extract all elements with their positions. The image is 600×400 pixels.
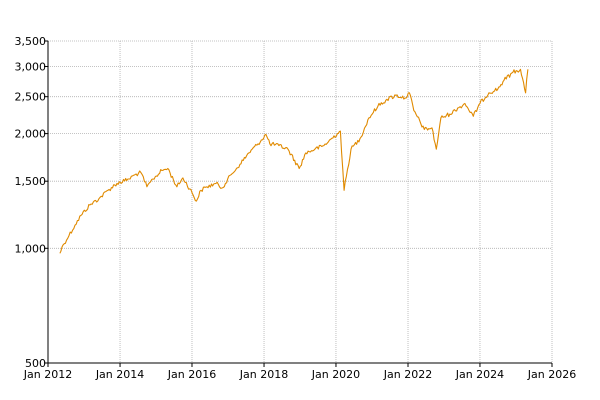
y-tick-label: 3,500 (15, 35, 47, 48)
x-tick-label: Jan 2026 (527, 368, 576, 381)
x-tick-label: Jan 2016 (167, 368, 216, 381)
x-tick-label: Jan 2018 (239, 368, 288, 381)
y-tick-label: 1,000 (15, 242, 47, 255)
x-tick-label: Jan 2024 (455, 368, 504, 381)
y-tick-label: 1,500 (15, 175, 47, 188)
series-line (59, 68, 529, 254)
series-layer (59, 68, 529, 254)
y-tick-label: 2,500 (15, 91, 47, 104)
y-tick-label: 2,000 (15, 128, 47, 141)
x-tick-label: Jan 2020 (311, 368, 360, 381)
y-tick-label: 3,000 (15, 61, 47, 74)
x-tick-label: Jan 2012 (23, 368, 72, 381)
axes (44, 40, 553, 367)
grid-lines (47, 40, 553, 364)
tick-labels: Jan 2012 Jan 2014 Jan 2016 Jan 2018 Jan 2020… (15, 35, 577, 381)
y-tick-label: 500 (25, 357, 46, 370)
x-tick-label: Jan 2014 (95, 368, 144, 381)
x-tick-label: Jan 2022 (383, 368, 432, 381)
